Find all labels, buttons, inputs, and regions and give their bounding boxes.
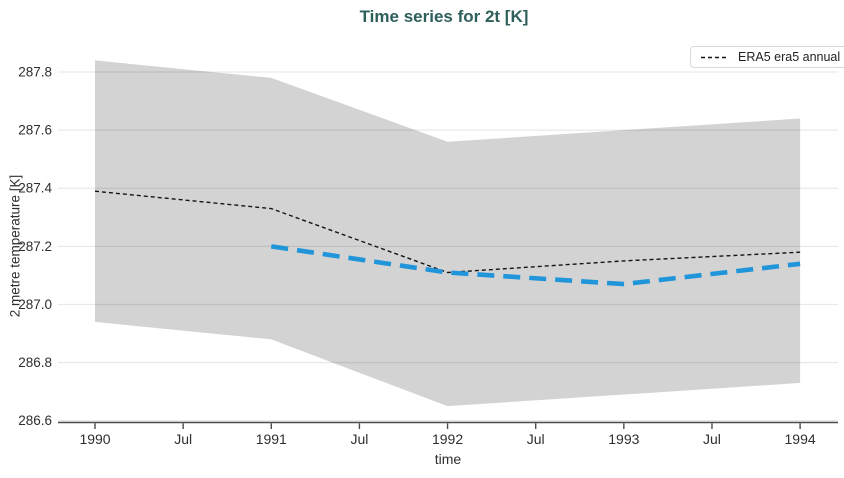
y-tick-label: 287.2	[18, 239, 52, 254]
uncertainty-band	[95, 60, 801, 407]
y-tick-label: 286.8	[18, 355, 52, 370]
y-axis-title: 2 metre temperature [K]	[7, 174, 23, 318]
chart-title: Time series for 2t [K]	[359, 7, 529, 26]
dashed-line-icon	[701, 56, 728, 58]
y-tick-label: 287.4	[18, 181, 52, 196]
legend-label: ERA5 era5 annual	[738, 50, 841, 64]
y-tick-label: 287.0	[18, 297, 52, 312]
x-tick-label: 1992	[432, 431, 463, 447]
era5-annual-line	[94, 190, 801, 274]
x-tick-label: 1993	[608, 431, 639, 447]
y-tick-label: 287.8	[18, 65, 52, 80]
legend[interactable]: ERA5 era5 annual	[690, 46, 844, 68]
blue-annual-line	[270, 244, 801, 287]
y-tick-label: 287.6	[18, 123, 52, 138]
x-tick-label: 1991	[256, 431, 287, 447]
x-tick-label: 1990	[79, 431, 110, 447]
x-tick-label: Jul	[703, 431, 721, 447]
x-tick-label: 1994	[785, 431, 816, 447]
x-tick-label: Jul	[527, 431, 545, 447]
x-tick-label: Jul	[350, 431, 368, 447]
x-axis-title: time	[434, 451, 462, 467]
x-tick-label: Jul	[174, 431, 192, 447]
y-tick-label: 286.6	[18, 413, 52, 428]
